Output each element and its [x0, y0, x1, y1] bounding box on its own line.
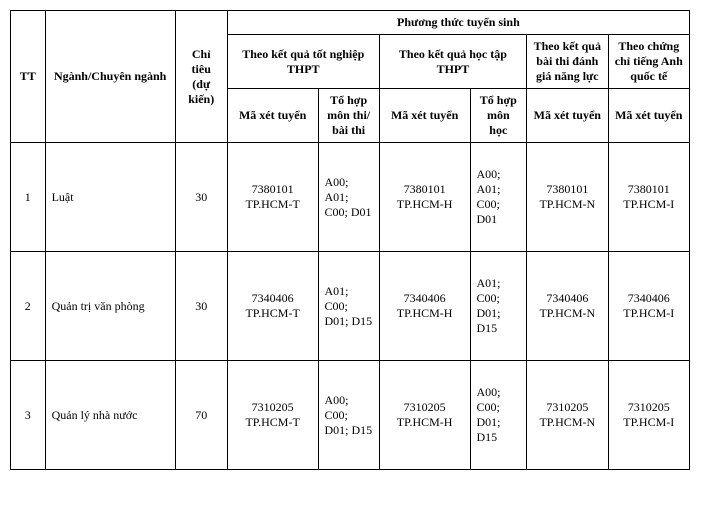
cell-nganh: Quản lý nhà nước [45, 361, 175, 470]
header-tt: TT [11, 11, 46, 143]
table-row: 3 Quản lý nhà nước 70 7310205 TP.HCM-T A… [11, 361, 690, 470]
table-body: 1 Luật 30 7380101 TP.HCM-T A00; A01; C00… [11, 143, 690, 470]
cell-ma3: 7340406 TP.HCM-N [527, 252, 608, 361]
header-thpt-ht: Theo kết quả học tập THPT [379, 35, 526, 89]
cell-th1: A01; C00; D01; D15 [318, 252, 379, 361]
cell-ma3: 7310205 TP.HCM-N [527, 361, 608, 470]
header-ma4: Mã xét tuyển [608, 89, 689, 143]
cell-ma1: 7340406 TP.HCM-T [227, 252, 318, 361]
header-thpt-kq: Theo kết quả tốt nghiệp THPT [227, 35, 379, 89]
table-row: 1 Luật 30 7380101 TP.HCM-T A00; A01; C00… [11, 143, 690, 252]
cell-th2: A00; C00; D01; D15 [470, 361, 527, 470]
cell-ma2: 7340406 TP.HCM-H [379, 252, 470, 361]
cell-tt: 1 [11, 143, 46, 252]
cell-th1: A00; A01; C00; D01 [318, 143, 379, 252]
header-ma3: Mã xét tuyển [527, 89, 608, 143]
header-anh: Theo chứng chỉ tiếng Anh quốc tế [608, 35, 689, 89]
cell-chitieu: 70 [175, 361, 227, 470]
cell-ma1: 7380101 TP.HCM-T [227, 143, 318, 252]
cell-tt: 2 [11, 252, 46, 361]
header-nangluc: Theo kết quả bài thi đánh giá năng lực [527, 35, 608, 89]
cell-th2: A01; C00; D01; D15 [470, 252, 527, 361]
header-th2: Tổ hợp môn học [470, 89, 527, 143]
header-ma2: Mã xét tuyển [379, 89, 470, 143]
header-phuongthuc: Phương thức tuyển sinh [227, 11, 689, 35]
cell-ma2: 7310205 TP.HCM-H [379, 361, 470, 470]
cell-chitieu: 30 [175, 252, 227, 361]
cell-tt: 3 [11, 361, 46, 470]
cell-nganh: Luật [45, 143, 175, 252]
header-ma1: Mã xét tuyển [227, 89, 318, 143]
cell-ma3: 7380101 TP.HCM-N [527, 143, 608, 252]
cell-ma4: 7380101 TP.HCM-I [608, 143, 689, 252]
header-chitieu: Chỉ tiêu (dự kiến) [175, 11, 227, 143]
cell-ma4: 7340406 TP.HCM-I [608, 252, 689, 361]
header-th1: Tổ hợp môn thi/ bài thi [318, 89, 379, 143]
cell-ma4: 7310205 TP.HCM-I [608, 361, 689, 470]
cell-th2: A00; A01; C00; D01 [470, 143, 527, 252]
table-row: 2 Quản trị văn phòng 30 7340406 TP.HCM-T… [11, 252, 690, 361]
cell-ma1: 7310205 TP.HCM-T [227, 361, 318, 470]
header-nganh: Ngành/Chuyên ngành [45, 11, 175, 143]
cell-th1: A00; C00; D01; D15 [318, 361, 379, 470]
cell-nganh: Quản trị văn phòng [45, 252, 175, 361]
admissions-table: TT Ngành/Chuyên ngành Chỉ tiêu (dự kiến)… [10, 10, 690, 470]
cell-ma2: 7380101 TP.HCM-H [379, 143, 470, 252]
cell-chitieu: 30 [175, 143, 227, 252]
